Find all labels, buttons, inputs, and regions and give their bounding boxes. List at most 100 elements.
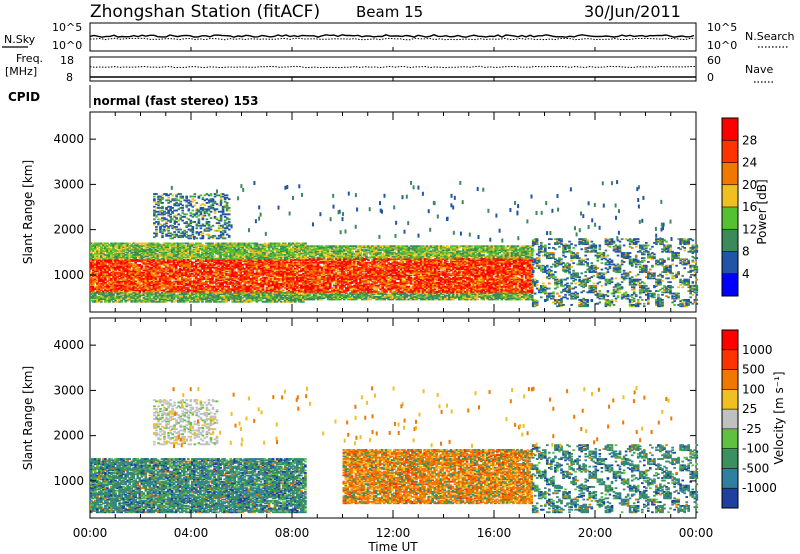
heatmap-cell xyxy=(160,274,164,277)
heatmap-cell xyxy=(102,271,105,274)
heatmap-cell xyxy=(211,276,214,279)
heatmap-cell xyxy=(100,288,103,290)
heatmap-cell xyxy=(259,257,263,260)
heatmap-cell xyxy=(108,262,111,265)
heatmap-cell xyxy=(187,267,190,270)
heatmap-cell xyxy=(187,284,190,287)
heatmap-cell xyxy=(275,297,279,299)
heatmap-cell xyxy=(243,293,247,296)
heatmap-cell xyxy=(239,298,243,301)
heatmap-cell xyxy=(273,248,277,251)
heatmap-cell xyxy=(288,257,291,260)
heatmap-cell xyxy=(132,250,136,252)
heatmap-cell xyxy=(134,260,138,263)
heatmap-cell xyxy=(225,243,228,246)
heatmap-cell xyxy=(239,291,243,294)
heatmap-cell xyxy=(170,297,174,299)
heatmap-cell xyxy=(201,284,204,287)
heatmap-cell xyxy=(122,264,125,266)
heatmap-cell xyxy=(94,278,97,280)
heatmap-cell xyxy=(209,298,212,301)
heatmap-cell xyxy=(182,299,186,302)
heatmap-cell xyxy=(290,252,293,255)
heatmap-cell xyxy=(237,247,241,250)
heatmap-cell xyxy=(168,243,172,246)
heatmap-cell xyxy=(215,285,218,288)
heatmap-cell xyxy=(170,260,174,263)
heatmap-cell xyxy=(203,251,206,254)
heatmap-cell xyxy=(235,280,239,283)
heatmap-cell xyxy=(205,280,208,283)
heatmap-cell xyxy=(134,284,138,287)
heatmap-cell xyxy=(96,299,99,302)
heatmap-cell xyxy=(229,271,233,274)
heatmap-cell xyxy=(292,299,295,302)
heatmap-cell xyxy=(144,256,148,259)
heatmap-cell xyxy=(296,279,299,282)
heatmap-cell xyxy=(154,275,158,278)
heatmap-cell xyxy=(253,275,257,278)
heatmap-cell xyxy=(148,295,152,298)
heatmap-cell xyxy=(255,300,259,303)
heatmap-cell xyxy=(271,293,275,296)
heatmap-cell xyxy=(114,290,117,293)
heatmap-cell xyxy=(124,281,127,284)
heatmap-cell xyxy=(225,256,228,259)
heatmap-cell xyxy=(239,253,243,256)
heatmap-cell xyxy=(152,271,156,274)
heatmap-cell xyxy=(191,269,194,271)
heatmap-cell xyxy=(96,269,99,271)
heatmap-cell xyxy=(207,288,210,290)
heatmap-cell xyxy=(120,274,123,277)
heatmap-cell xyxy=(239,259,243,261)
heatmap-cell xyxy=(98,284,101,287)
heatmap-cell xyxy=(178,275,182,278)
heatmap-cell xyxy=(144,276,148,279)
heatmap-cell xyxy=(245,271,249,274)
heatmap-cell xyxy=(223,288,226,290)
heatmap-cell xyxy=(281,262,285,265)
heatmap-cell xyxy=(294,297,297,299)
heatmap-cell xyxy=(285,272,289,275)
heatmap-cell xyxy=(104,276,107,279)
heatmap-cell xyxy=(154,294,158,297)
heatmap-cell xyxy=(207,242,210,245)
heatmap-cell xyxy=(201,285,204,288)
heatmap-cell xyxy=(152,281,156,284)
heatmap-cell xyxy=(255,259,259,261)
heatmap-cell xyxy=(176,286,180,289)
heatmap-cell xyxy=(209,257,212,260)
heatmap-cell xyxy=(209,259,212,261)
heatmap-cell xyxy=(221,245,224,247)
heatmap-cell xyxy=(275,257,279,260)
heatmap-cell xyxy=(170,286,174,289)
heatmap-cell xyxy=(221,250,224,252)
heatmap-cell xyxy=(178,291,182,294)
heatmap-cell xyxy=(207,285,210,288)
heatmap-cell xyxy=(271,295,275,298)
heatmap-cell xyxy=(189,274,192,277)
heatmap-cell xyxy=(203,245,206,247)
heatmap-cell xyxy=(213,291,216,294)
heatmap-cell xyxy=(166,299,170,302)
heatmap-cell xyxy=(98,267,101,270)
heatmap-cell xyxy=(138,286,142,289)
heatmap-cell xyxy=(126,278,130,280)
heatmap-cell xyxy=(150,283,154,285)
heatmap-cell xyxy=(150,271,154,274)
heatmap-cell xyxy=(219,266,222,269)
heatmap-cell xyxy=(166,251,170,254)
heatmap-cell xyxy=(138,295,142,298)
heatmap-cell xyxy=(207,293,210,296)
heatmap-cell xyxy=(288,253,291,256)
heatmap-cell xyxy=(182,281,186,284)
heatmap-cell xyxy=(203,255,206,258)
heatmap-cell xyxy=(259,252,263,255)
heatmap-cell xyxy=(263,276,267,279)
heatmap-cell xyxy=(189,285,192,288)
heatmap-cell xyxy=(213,247,216,250)
heatmap-cell xyxy=(227,265,231,268)
heatmap-cell xyxy=(132,283,136,285)
heatmap-cell xyxy=(288,281,291,284)
heatmap-cell xyxy=(243,284,247,287)
